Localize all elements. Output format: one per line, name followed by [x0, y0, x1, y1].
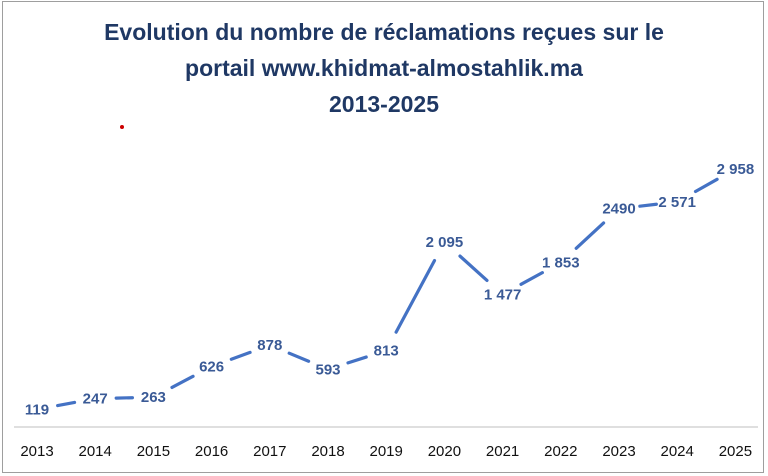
data-label-2020: 2 095	[426, 234, 464, 251]
data-label-2022: 1 853	[542, 255, 580, 272]
chart-title-line-2: portail www.khidmat-almostahlik.ma	[185, 55, 583, 81]
data-label-2014: 247	[83, 391, 108, 408]
line-segment-2022-2023	[574, 221, 606, 250]
x-tick-label-2013: 2013	[20, 443, 53, 460]
line-segment-2024-2025	[693, 177, 719, 194]
data-label-2023: 2490	[602, 201, 635, 218]
x-tick-label-2023: 2023	[602, 443, 635, 460]
x-tick-label-2017: 2017	[253, 443, 286, 460]
chart-title-line-1: Evolution du nombre de réclamations reçu…	[104, 19, 664, 45]
x-tick-label-2015: 2015	[137, 443, 170, 460]
x-tick-label-2016: 2016	[195, 443, 228, 460]
x-tick-label-2014: 2014	[79, 443, 112, 460]
chart-title-line-3: 2013-2025	[329, 91, 439, 117]
data-label-2018: 593	[315, 361, 340, 378]
data-label-2015: 263	[141, 389, 166, 406]
line-segment-2017-2018	[287, 351, 311, 363]
line-segment-2016-2017	[229, 350, 252, 361]
x-tick-label-2022: 2022	[544, 443, 577, 460]
line-segment-2020-2021	[458, 254, 489, 282]
line-segment-2023-2024	[638, 202, 658, 208]
x-tick-label-2025: 2025	[719, 443, 752, 460]
x-tick-label-2020: 2020	[428, 443, 461, 460]
data-label-2013: 119	[25, 401, 49, 418]
data-label-2017: 878	[257, 337, 282, 354]
line-segment-2019-2020	[394, 258, 437, 334]
line-segment-2013-2014	[56, 400, 77, 408]
data-label-2025: 2 958	[717, 161, 755, 178]
x-tick-label-2018: 2018	[311, 443, 344, 460]
x-tick-label-2019: 2019	[370, 443, 403, 460]
red-dot-marker	[120, 125, 124, 129]
data-label-2016: 626	[199, 358, 224, 375]
data-label-2021: 1 477	[484, 286, 522, 303]
data-label-2024: 2 571	[658, 194, 696, 211]
x-tick-label-2021: 2021	[486, 443, 519, 460]
line-segment-2015-2016	[170, 374, 195, 390]
x-tick-label-2024: 2024	[661, 443, 694, 460]
line-segment-2021-2022	[519, 271, 544, 286]
line-segment-2018-2019	[346, 355, 368, 365]
data-label-2019: 813	[374, 343, 399, 360]
